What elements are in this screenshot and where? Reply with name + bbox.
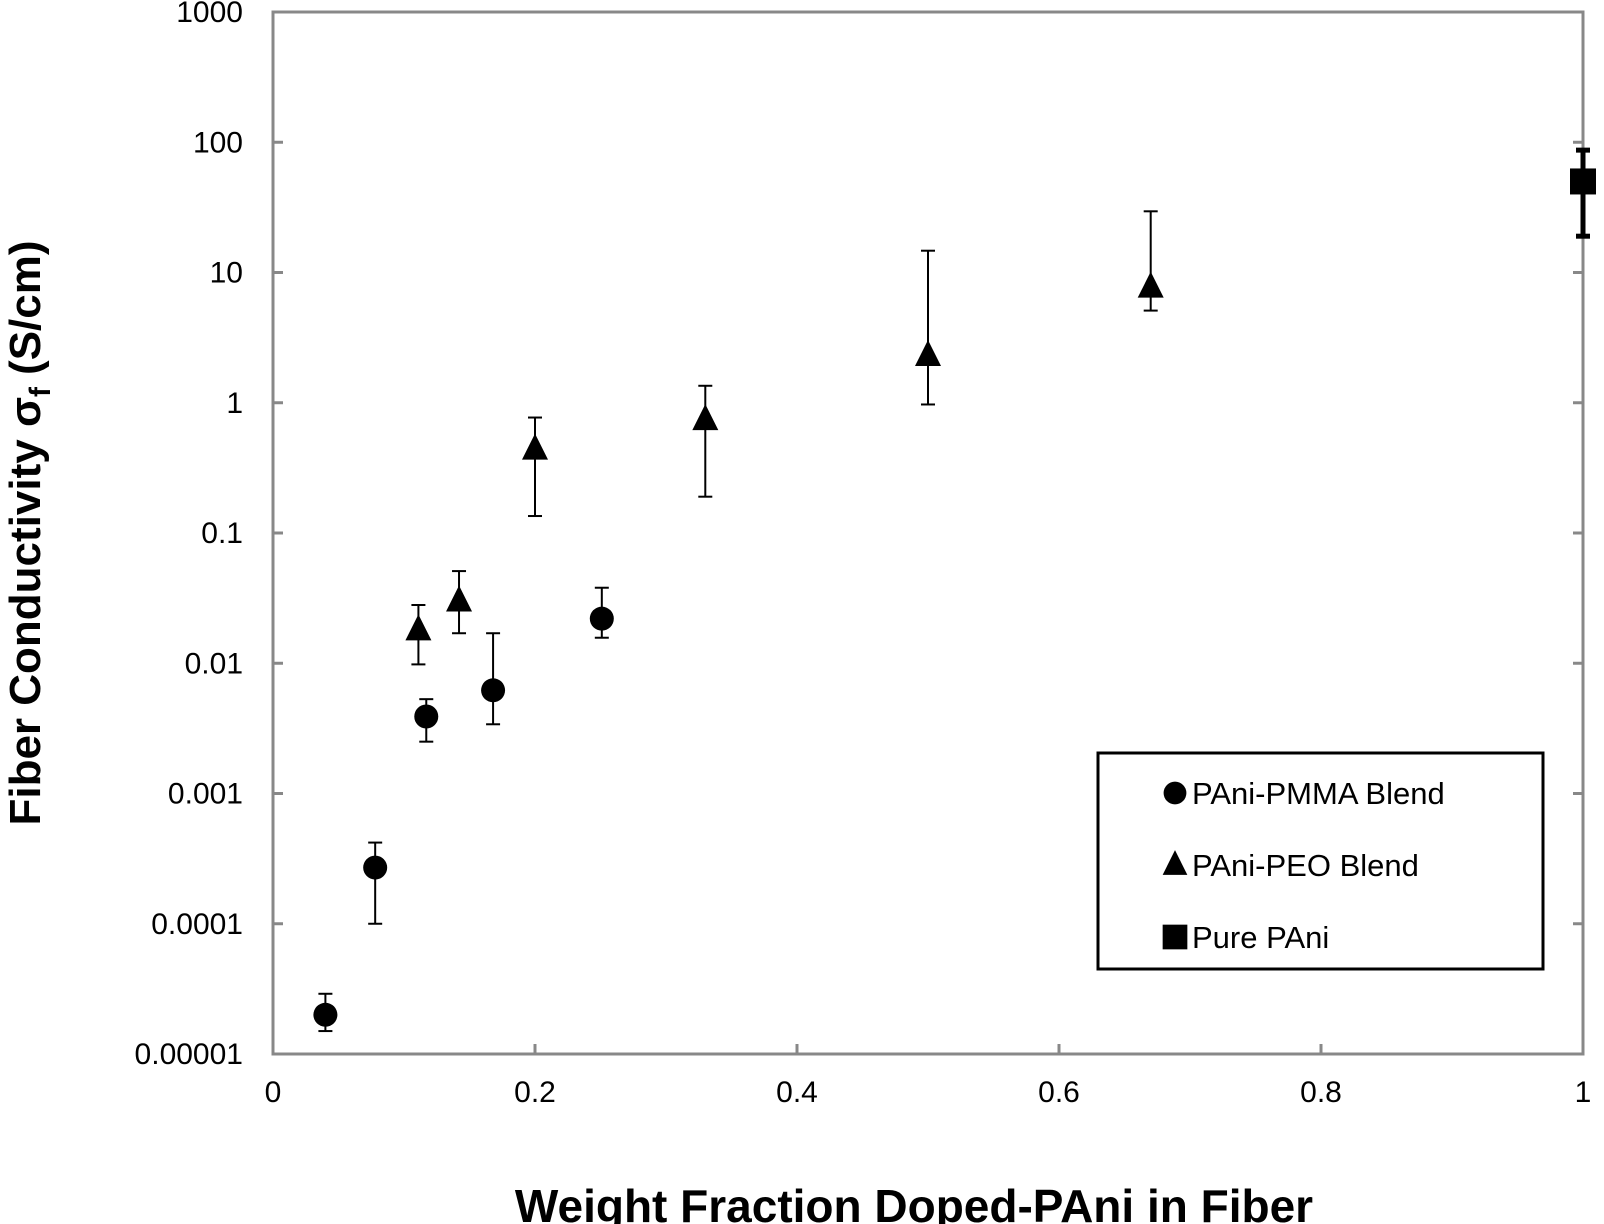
legend-label-pani-peo-blend: PAni-PEO Blend bbox=[1192, 848, 1419, 883]
x-tick-label: 0.2 bbox=[514, 1076, 556, 1109]
data-marks bbox=[313, 147, 1596, 1033]
x-tick-label: 0.6 bbox=[1038, 1076, 1080, 1109]
pani-peo-blend-point bbox=[692, 404, 719, 431]
y-tick-label: 1000 bbox=[176, 0, 243, 29]
x-axis-title: Weight Fraction Doped-PAni in Fiber bbox=[515, 1180, 1313, 1224]
legend: PAni-PMMA Blend PAni-PEO Blend Pure PAni bbox=[1096, 751, 1545, 971]
pani-pmma-blend-point bbox=[363, 855, 388, 880]
legend-marker-pani-peo-blend bbox=[1162, 850, 1188, 875]
pani-peo-blend-point bbox=[915, 340, 941, 367]
y-tick-label: 0.00001 bbox=[135, 1038, 243, 1071]
legend-label-pani-pmma-blend: PAni-PMMA Blend bbox=[1192, 776, 1445, 811]
y-tick-label: 0.001 bbox=[168, 778, 243, 811]
pani-pmma-blend-point bbox=[589, 606, 614, 631]
y-tick-label: 10 bbox=[210, 257, 243, 290]
y-axis-title: Fiber Conductivity σf (S/cm) bbox=[1, 240, 57, 825]
legend-label-pure-pani: Pure PAni bbox=[1192, 920, 1329, 955]
x-tick-label: 0.8 bbox=[1300, 1076, 1342, 1109]
y-tick-label: 0.01 bbox=[185, 647, 243, 680]
pure-pani-point bbox=[1570, 168, 1596, 195]
y-axis-title-subscript: f bbox=[24, 386, 57, 397]
pani-pmma-blend-point bbox=[481, 678, 506, 703]
y-axis-title-main: Fiber Conductivity σ bbox=[1, 397, 50, 826]
y-tick-label: 0.0001 bbox=[151, 908, 243, 941]
pani-peo-blend-point bbox=[446, 585, 473, 612]
legend-marker-pure-pani bbox=[1162, 924, 1188, 950]
y-tick-label: 1 bbox=[226, 387, 243, 420]
legend-marker-pani-pmma-blend bbox=[1163, 781, 1187, 805]
y-tick-label: 0.1 bbox=[201, 517, 243, 550]
pani-pmma-blend-point bbox=[414, 704, 439, 729]
y-axis-title-units: (S/cm) bbox=[1, 240, 50, 374]
x-axis: 0 0.2 0.4 0.6 0.8 1 bbox=[265, 1044, 1592, 1109]
x-tick-label: 0 bbox=[265, 1076, 282, 1109]
pani-pmma-blend-point bbox=[313, 1002, 338, 1027]
y-axis: 0.00001 0.0001 0.001 0.01 0.1 1 10 100 1000 bbox=[135, 0, 1583, 1071]
pani-peo-blend-point bbox=[405, 614, 432, 641]
pani-peo-blend-point bbox=[522, 433, 548, 460]
x-tick-label: 0.4 bbox=[776, 1076, 818, 1109]
x-tick-label: 1 bbox=[1575, 1076, 1592, 1109]
pani-peo-blend-point bbox=[1137, 271, 1164, 298]
y-tick-label: 100 bbox=[193, 126, 243, 159]
